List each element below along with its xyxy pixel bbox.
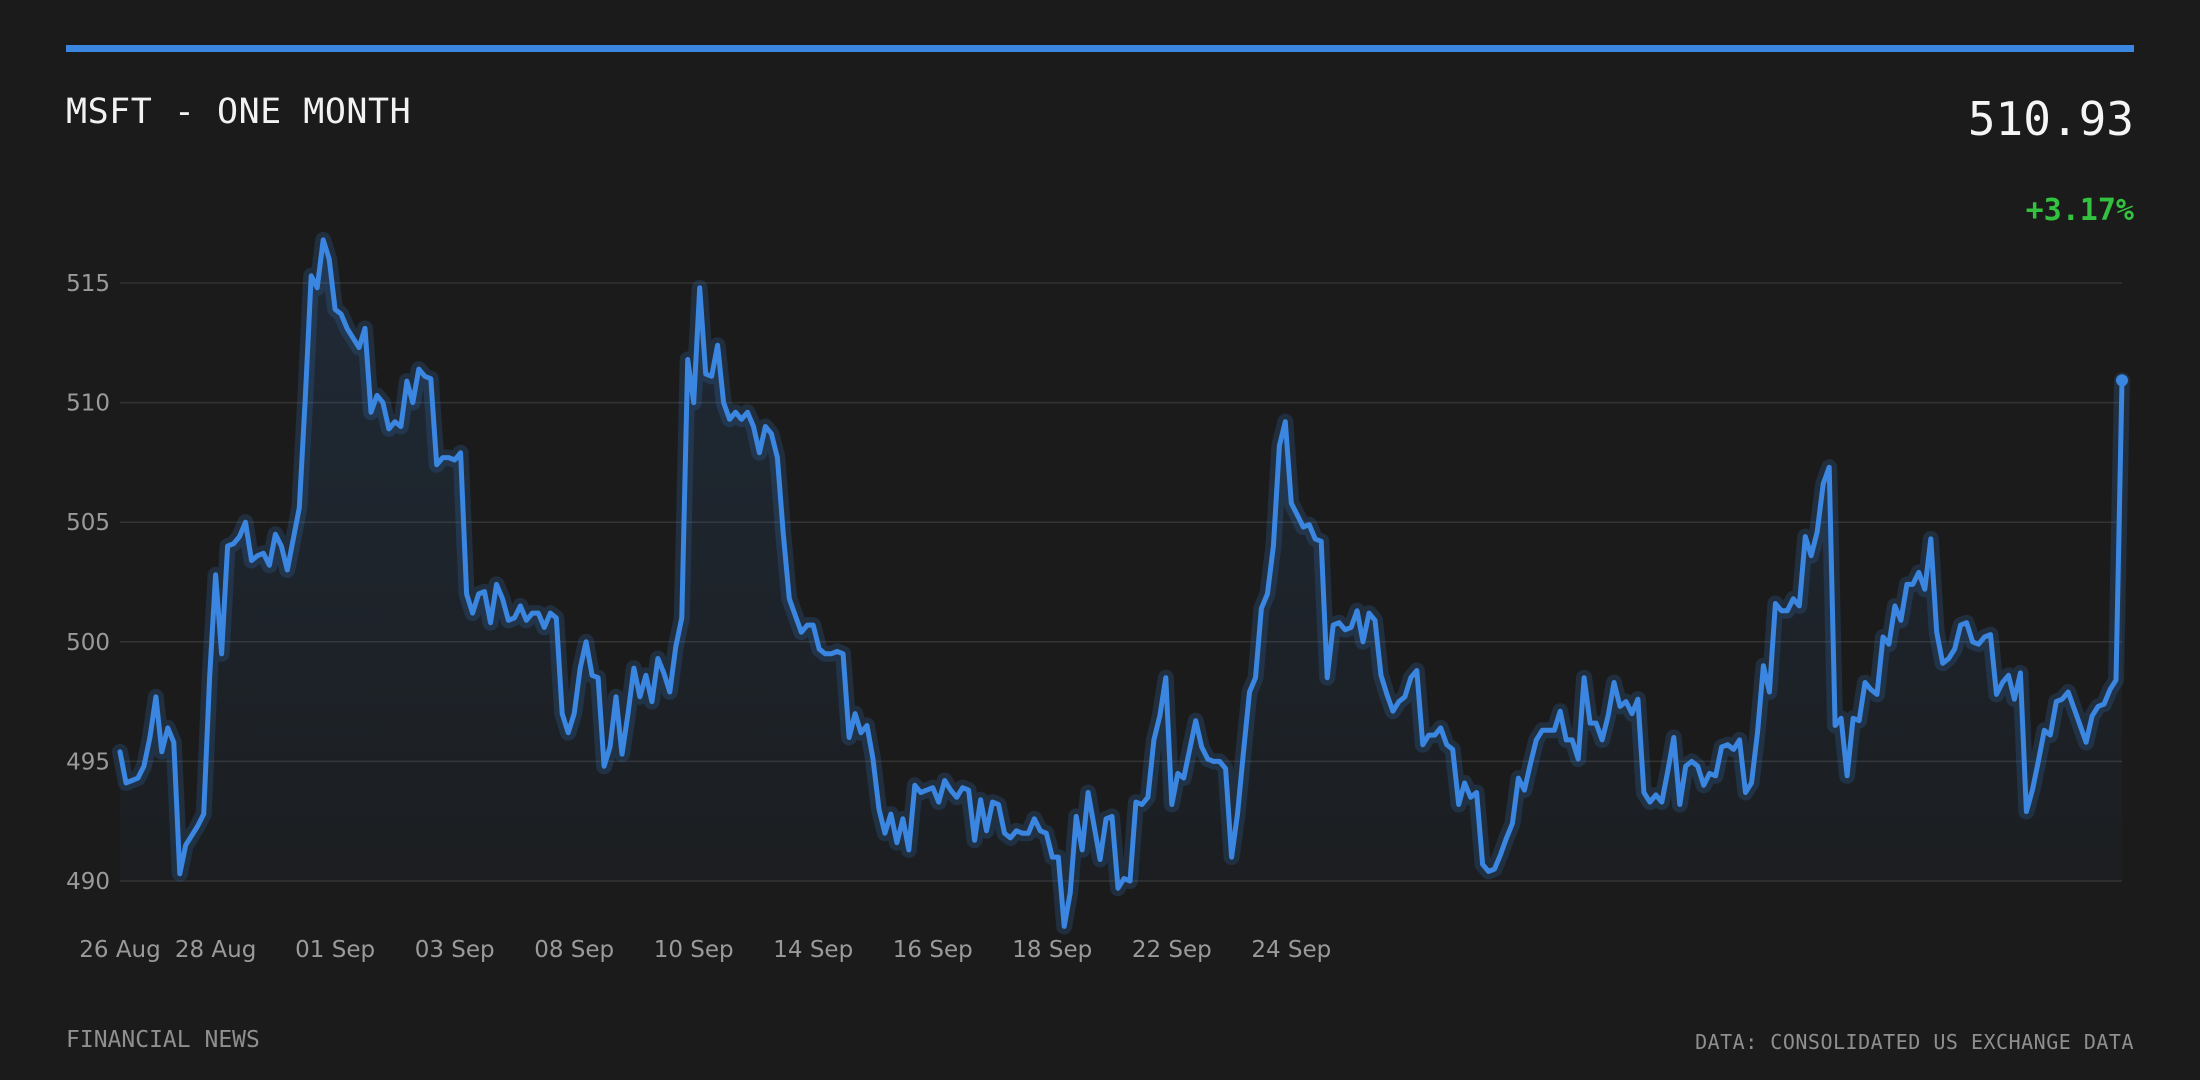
y-tick-label: 500 bbox=[66, 630, 110, 656]
x-tick-label: 10 Sep bbox=[654, 937, 734, 963]
x-tick-label: 24 Sep bbox=[1251, 937, 1331, 963]
x-axis-ticks: 26 Aug 28 Aug 01 Sep 03 Sep 08 Sep 10 Sep 14 S… bbox=[79, 937, 1331, 963]
price-line bbox=[117, 237, 2125, 929]
header-accent-rule bbox=[66, 45, 2134, 52]
x-tick-label: 28 Aug bbox=[175, 937, 257, 963]
source-label: FINANCIAL NEWS bbox=[66, 1027, 260, 1053]
x-tick-label: 22 Sep bbox=[1132, 937, 1212, 963]
y-axis-ticks: 490 495 500 505 510 515 bbox=[66, 271, 110, 895]
price-series bbox=[112, 231, 2130, 935]
x-tick-label: 18 Sep bbox=[1012, 937, 1092, 963]
y-tick-label: 510 bbox=[66, 391, 110, 417]
x-tick-label: 14 Sep bbox=[773, 937, 853, 963]
price-chart: 490 495 500 505 510 515 26 Aug 28 Aug 01 Sep 03 … bbox=[66, 231, 2130, 963]
price-change: +3.17% bbox=[2025, 193, 2134, 228]
y-tick-label: 490 bbox=[66, 869, 110, 895]
x-tick-label: 16 Sep bbox=[893, 937, 973, 963]
x-tick-label: 26 Aug bbox=[79, 937, 161, 963]
data-source-credit: DATA: CONSOLIDATED US EXCHANGE DATA bbox=[1695, 1030, 2134, 1054]
y-tick-label: 515 bbox=[66, 271, 110, 297]
price-area-fill bbox=[120, 239, 2122, 927]
last-price-marker bbox=[2116, 374, 2128, 387]
x-tick-label: 03 Sep bbox=[415, 937, 495, 963]
y-tick-label: 495 bbox=[66, 749, 110, 775]
chart-title: MSFT - ONE MONTH bbox=[66, 92, 412, 132]
x-tick-label: 01 Sep bbox=[295, 937, 375, 963]
y-tick-label: 505 bbox=[66, 510, 110, 536]
last-price: 510.93 bbox=[1967, 92, 2134, 146]
x-tick-label: 08 Sep bbox=[534, 937, 614, 963]
